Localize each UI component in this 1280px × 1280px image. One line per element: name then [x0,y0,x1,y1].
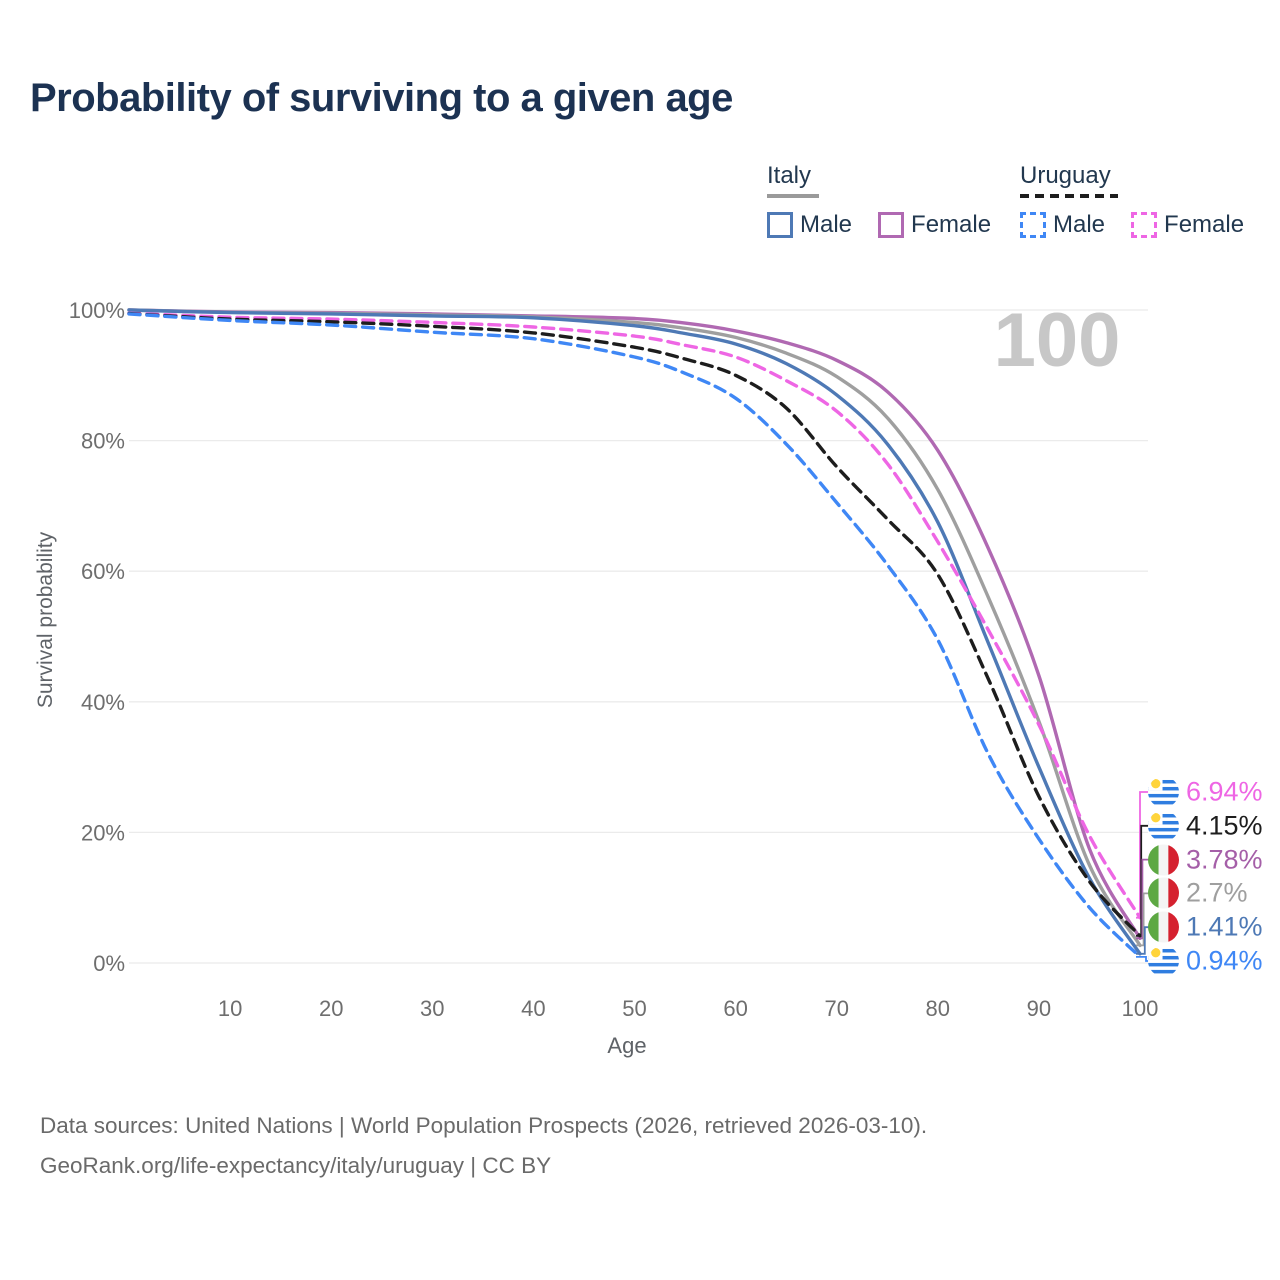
legend-swatch-italy-male-icon [767,212,793,238]
x-tick-label: 80 [926,996,950,1021]
legend-item-italy-female[interactable]: Female [878,211,991,239]
end-label-connector [1136,791,1150,919]
end-label-connector [1136,858,1150,940]
x-tick-label: 20 [319,996,343,1021]
x-tick-label: 100 [1122,996,1159,1021]
legend-item-label: Male [1053,211,1106,238]
end-label-value: 4.15% [1186,810,1263,841]
end-label-value: 3.78% [1186,844,1263,875]
x-tick-label: 90 [1027,996,1051,1021]
x-tick-label: 60 [723,996,747,1021]
legend-underline-italy [767,194,819,198]
footer-data-sources: Data sources: United Nations | World Pop… [40,1113,928,1138]
footer-attribution: GeoRank.org/life-expectancy/italy/urugua… [40,1153,552,1178]
y-tick-label: 80% [81,429,125,454]
end-label-row: 3.78% [1148,844,1263,876]
y-tick-label: 40% [81,690,125,715]
curve-uruguay-male[interactable] [127,312,1142,959]
y-tick-label: 60% [81,559,125,584]
x-tick-label: 40 [521,996,545,1021]
y-axis-title: Survival probability [34,531,57,709]
x-axis-title: Age [607,1033,647,1058]
legend-item-italy-male[interactable]: Male [767,211,852,239]
end-label-value: 1.41% [1186,911,1263,942]
end-label-value: 2.7% [1186,877,1248,908]
page-title: Probability of surviving to a given age [30,76,733,120]
legend-underline-uruguay [1020,194,1118,198]
legend-swatch-uruguay-female-icon [1131,212,1158,238]
y-tick-label: 0% [93,951,125,976]
x-tick-label: 10 [218,996,242,1021]
uruguay-flag-icon [1148,776,1179,808]
curve-italy-female[interactable] [127,308,1142,940]
legend-item-uruguay-female[interactable]: Female [1131,211,1244,239]
legend-group-title-uruguay: Uruguay [1020,162,1111,189]
end-label-row: 4.15% [1148,810,1263,842]
end-label-row: 1.41% [1148,911,1263,943]
watermark-age-100: 100 [994,298,1121,383]
uruguay-flag-icon [1148,945,1179,977]
italy-flag-icon [1148,911,1179,943]
footer: Data sources: United Nations | World Pop… [40,1106,927,1186]
legend-item-uruguay-male[interactable]: Male [1020,211,1105,239]
y-tick-label: 100% [69,298,125,323]
legend-group-italy: Italy Male Female [767,162,991,239]
italy-flag-icon [1148,844,1179,876]
end-label-connector [1136,824,1150,937]
x-tick-label: 70 [824,996,848,1021]
curve-uruguay-female[interactable] [127,311,1142,920]
italy-flag-icon [1148,877,1179,909]
end-label-value: 6.94% [1186,776,1263,807]
end-label-value: 0.94% [1186,945,1263,976]
legend-item-label: Female [1164,211,1245,238]
end-label-row: 6.94% [1148,776,1263,808]
legend-swatch-italy-female-icon [878,212,905,238]
legend-group-uruguay: Uruguay Male Female [1020,162,1244,239]
curve-italy-male[interactable] [127,308,1142,956]
legend-item-label: Female [911,211,992,238]
legend-items-italy: Male Female [767,211,991,239]
end-label-row: 2.7% [1148,877,1248,909]
end-label-row: 0.94% [1148,945,1263,977]
x-tick-label: 50 [622,996,646,1021]
legend-item-label: Male [800,211,853,238]
end-label-connector [1136,926,1150,955]
legend-group-title-italy: Italy [767,162,812,189]
legend-swatch-uruguay-male-icon [1020,212,1046,238]
legend-items-uruguay: Male Female [1020,211,1244,239]
end-label-connector [1136,892,1150,947]
curve-uruguay[interactable] [127,311,1142,938]
y-tick-label: 20% [81,820,125,845]
uruguay-flag-icon [1148,810,1179,842]
x-tick-label: 30 [420,996,444,1021]
